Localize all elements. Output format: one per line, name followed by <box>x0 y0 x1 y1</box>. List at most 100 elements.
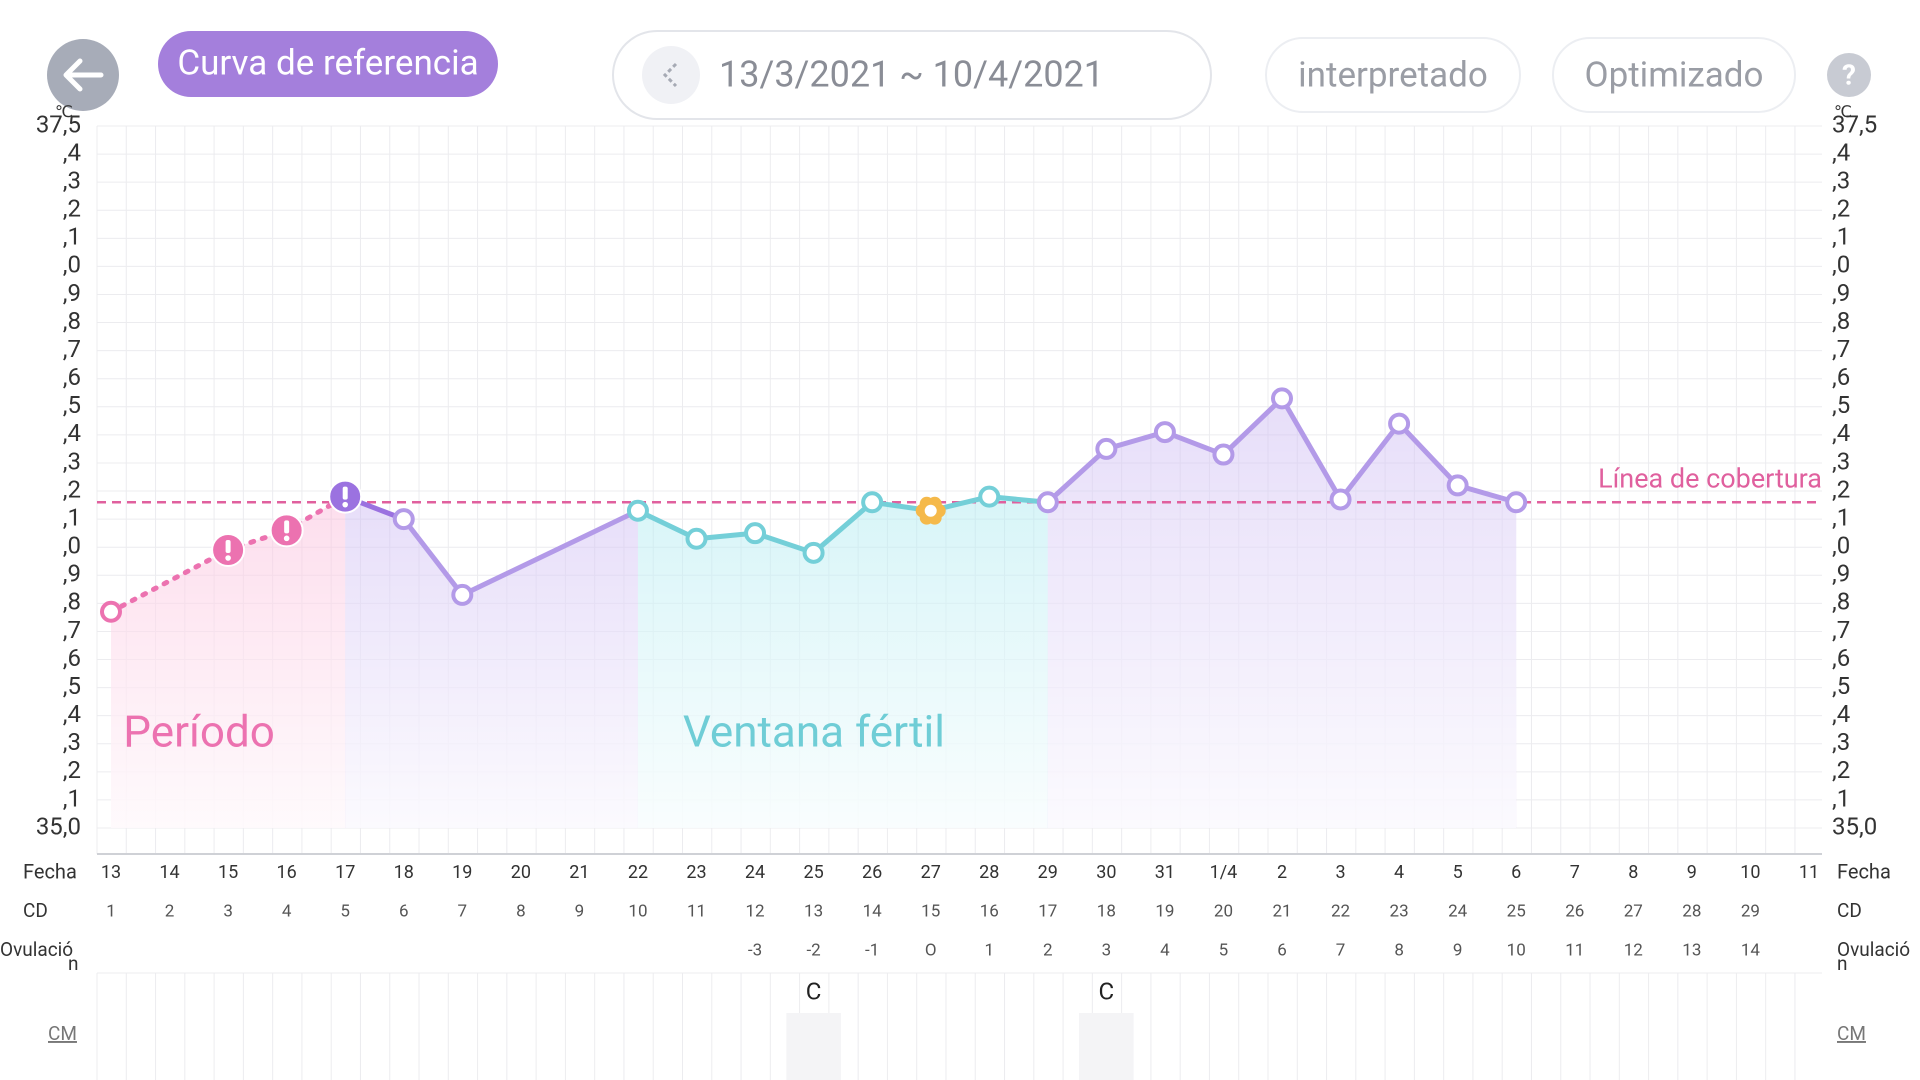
line-segment <box>811 499 875 556</box>
cd-label: 28 <box>1682 901 1701 921</box>
date-label: 25 <box>803 862 823 883</box>
cd-label: 18 <box>1097 901 1116 921</box>
line-segment <box>1279 395 1344 502</box>
date-label: 18 <box>394 862 414 883</box>
date-label: 28 <box>979 862 999 883</box>
y2-tick-label: ,5 <box>1832 391 1850 419</box>
ov-row-label-right: Ovulació n <box>1837 938 1910 975</box>
date-label: 26 <box>862 862 882 883</box>
cd-label: 8 <box>516 901 526 921</box>
help-circle[interactable] <box>1827 53 1871 97</box>
date-label: 23 <box>686 862 706 883</box>
line-segment <box>459 508 641 598</box>
y2-tick-label: ,2 <box>1832 195 1850 223</box>
back-button[interactable] <box>47 39 119 111</box>
ovulation-label: 9 <box>1453 940 1463 960</box>
interpreted-pill[interactable] <box>1265 37 1521 113</box>
cm-cell <box>786 1013 841 1080</box>
y2-tick-label: ,6 <box>1832 644 1850 672</box>
date-label: 2 <box>1277 862 1287 883</box>
data-point <box>1505 491 1528 514</box>
warning-bar <box>225 540 231 554</box>
cd-label: 21 <box>1272 901 1291 921</box>
y-tick-label: ,0 <box>63 532 81 560</box>
data-point <box>1153 421 1176 444</box>
cm-row-label-right: CM <box>1837 1022 1866 1045</box>
date-picker[interactable]: 13/3/2021 ~ 10/4/2021 <box>612 30 1212 120</box>
y2-unit: ℃ <box>1834 102 1852 121</box>
date-label: 4 <box>1394 862 1404 883</box>
cd-label: 15 <box>921 901 940 921</box>
optimized-button[interactable]: Optimizado <box>1552 37 1796 113</box>
date-label: 20 <box>511 862 531 883</box>
back-arrow <box>63 58 104 92</box>
date-label: 11 <box>1799 862 1819 883</box>
phase-label: Ventana fértil <box>683 706 945 758</box>
date-prev-icon <box>662 62 678 88</box>
date-label: 3 <box>1335 862 1345 883</box>
date-prev[interactable] <box>642 46 700 104</box>
cd-label: 11 <box>687 901 706 921</box>
y2-tick-label: ,1 <box>1832 223 1850 251</box>
y-tick-label: ,3 <box>63 447 81 475</box>
cd-label: 5 <box>340 901 350 921</box>
y2-tick-label: ,0 <box>1832 251 1850 279</box>
phase-fade <box>345 496 638 828</box>
cd-label: 6 <box>399 901 409 921</box>
help-button[interactable]: ? <box>1827 53 1871 97</box>
phase-fade <box>1047 398 1517 828</box>
ovulation-label: 7 <box>1336 940 1346 960</box>
y2-tick-label: ,8 <box>1832 307 1850 335</box>
y2-tick-label: ,8 <box>1832 588 1850 616</box>
data-point <box>1271 387 1293 410</box>
cd-label: 12 <box>745 901 764 921</box>
reference-pill[interactable] <box>158 31 498 97</box>
data-point <box>1446 474 1469 497</box>
y-tick-label: ,1 <box>63 784 81 812</box>
cd-label: 7 <box>458 901 468 921</box>
date-label: 13 <box>101 862 121 883</box>
reference-button[interactable]: Curva de referencia <box>158 31 498 97</box>
y-tick-label: ,7 <box>63 335 81 363</box>
warning-dot <box>283 535 290 542</box>
warning-dot <box>225 555 231 561</box>
y-tick-label: ,6 <box>63 363 81 391</box>
data-point <box>802 541 825 564</box>
chart: 37,5 37,5,4,4,3,3,2,2,1,1,0,0,9,9,8,8,7,7… <box>0 102 1910 1080</box>
y2-tick-label: ,7 <box>1832 616 1850 644</box>
y2-tick-label: ,0 <box>1832 532 1850 560</box>
cd-label: 4 <box>282 901 292 921</box>
y2-tick-label: ,1 <box>1832 503 1850 531</box>
y2-tick-label: ,4 <box>1832 419 1850 447</box>
data-point <box>451 583 474 606</box>
cd-label: 13 <box>804 901 823 921</box>
y-tick-label: ,8 <box>63 588 81 616</box>
date-pill[interactable] <box>612 30 1212 120</box>
line-segment <box>1220 395 1285 458</box>
optimized-pill[interactable] <box>1552 37 1796 113</box>
ovulation-label: 1 <box>984 940 994 960</box>
ovulation-label: 3 <box>1102 940 1112 960</box>
y2-tick-label: ,3 <box>1832 728 1850 756</box>
data-point <box>1095 437 1118 460</box>
y-tick-label: ,0 <box>63 251 81 279</box>
y-tick-label: ,8 <box>63 307 81 335</box>
y-tick-label: 35,0 <box>36 812 81 840</box>
date-label: 21 <box>569 862 589 883</box>
y2-tick-label: 35,0 <box>1832 812 1877 840</box>
ovulation-label: 11 <box>1565 940 1584 960</box>
data-point <box>1212 443 1235 466</box>
cd-label: 19 <box>1155 901 1174 921</box>
y-tick-label: ,2 <box>63 756 81 784</box>
flower-point <box>915 496 946 525</box>
cd-label: 9 <box>575 901 585 921</box>
y-tick-label: ,3 <box>63 167 81 195</box>
interpreted-button[interactable]: interpretado <box>1265 37 1521 113</box>
date-label: 24 <box>745 862 765 883</box>
data-point <box>100 600 122 623</box>
cd-label: 3 <box>223 901 233 921</box>
interpreted-label: interpretado <box>1298 54 1488 95</box>
data-point <box>685 527 708 550</box>
cd-label: 26 <box>1565 901 1584 921</box>
warning-dot <box>342 501 349 508</box>
